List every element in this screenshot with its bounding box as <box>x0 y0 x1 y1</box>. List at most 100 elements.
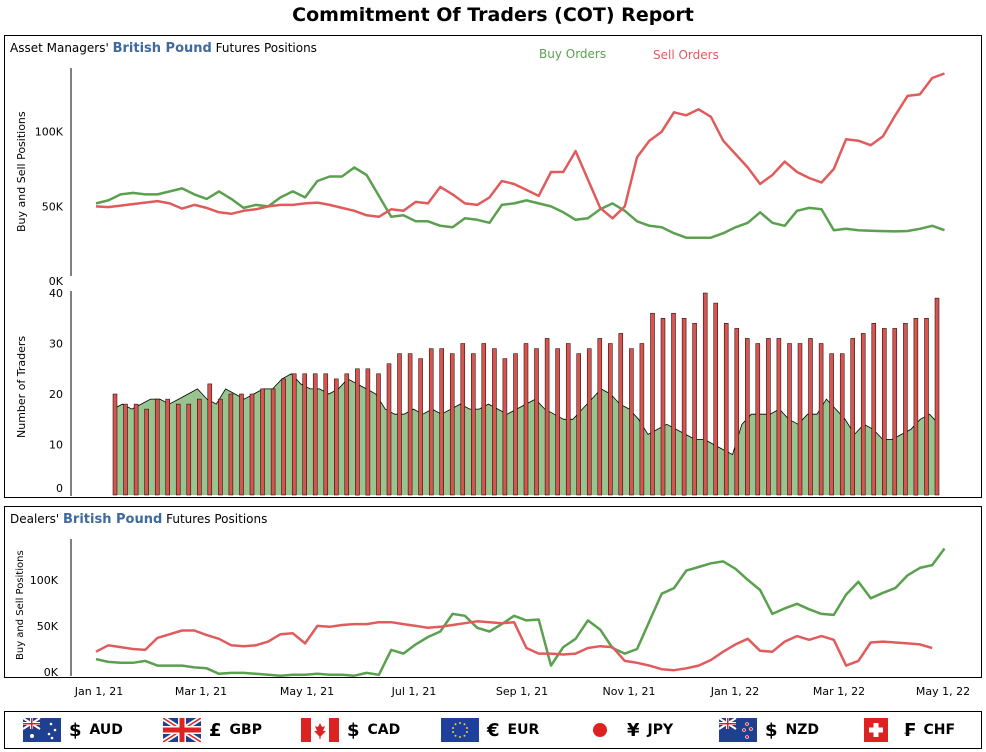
y-tick-label: 10 <box>49 439 63 452</box>
currency-cad[interactable]: $ CAD <box>301 712 400 748</box>
buy-orders-line <box>95 547 946 677</box>
page-title: Commitment Of Traders (COT) Report <box>292 4 694 26</box>
legend-sell: Sell Orders <box>653 48 719 62</box>
sell-traders-bar <box>882 328 887 496</box>
sell-traders-bar <box>144 408 149 496</box>
sell-traders-bar <box>934 297 940 496</box>
sell-traders-bar <box>112 393 118 496</box>
sell-traders-bar <box>344 373 350 496</box>
asset-managers-title: Asset Managers' British Pound Futures Po… <box>10 41 317 56</box>
australia-flag-icon <box>23 718 61 742</box>
sell-traders-bar <box>576 353 581 496</box>
x-tick-label: Jan 1, 22 <box>710 685 759 698</box>
sell-traders-bar <box>565 343 571 496</box>
sell-traders-bar <box>186 403 192 496</box>
sell-traders-bar <box>892 328 898 496</box>
sell-traders-bar <box>745 338 750 496</box>
y-tick-label: 40 <box>49 287 63 300</box>
y-tick-label: 0K <box>44 666 59 677</box>
sell-traders-bar <box>302 373 307 496</box>
sell-traders-bar <box>534 348 539 496</box>
currency-code: AUD <box>89 722 123 738</box>
sell-traders-bar <box>228 393 234 496</box>
x-tick-label: Jul 1, 21 <box>391 685 437 698</box>
sell-orders-line <box>95 620 933 672</box>
sell-traders-bar <box>913 318 919 496</box>
title-prefix: Dealers' <box>10 512 60 526</box>
currency-eur[interactable]: € EUR <box>441 712 539 748</box>
y-tick-label: 50K <box>42 200 64 213</box>
sell-traders-bar <box>797 343 803 496</box>
currency-symbol: £ <box>209 719 222 741</box>
sell-traders-bar <box>555 348 560 496</box>
x-axis: Jan 1, 21 Mar 1, 21 May 1, 21 Jul 1, 21 Sep … <box>74 685 970 698</box>
buy-orders-line <box>95 166 945 239</box>
sell-traders-bar <box>312 373 318 496</box>
sell-traders-bar <box>860 333 866 496</box>
legend-buy: Buy Orders <box>539 47 606 61</box>
currency-chf[interactable]: ₣ CHF <box>857 712 955 748</box>
sell-traders-bar <box>692 323 697 496</box>
currency-gbp[interactable]: £ GBP <box>163 712 262 748</box>
title-suffix: Futures Positions <box>166 512 268 526</box>
currency-jpy[interactable]: ¥ JPY <box>581 712 673 748</box>
currency-nzd[interactable]: $ NZD <box>719 712 819 748</box>
dealers-title: Dealers' British Pound Futures Positions <box>10 512 267 527</box>
sell-traders-bar <box>523 343 529 496</box>
sell-traders-bar <box>787 343 792 496</box>
title-suffix: Futures Positions <box>215 41 317 55</box>
y-tick-label: 50K <box>37 620 59 633</box>
eu-flag-icon <box>441 718 479 742</box>
sell-traders-bar <box>239 393 244 496</box>
y-axis-label-positions: Buy and Sell Positions <box>15 550 26 660</box>
y-tick-label: 100K <box>35 126 64 139</box>
currency-selector-bar: $ AUD £ GBP $ CAD € EUR ¥ JPY $ NZD <box>4 711 982 749</box>
sell-traders-bar <box>365 368 371 496</box>
sell-traders-bar <box>355 368 360 496</box>
sell-traders-bar <box>650 312 655 496</box>
currency-aud[interactable]: $ AUD <box>23 712 123 748</box>
dealers-panel: Dealers' British Pound Futures Positions… <box>4 506 982 678</box>
sell-traders-bar <box>586 348 592 496</box>
asset-managers-chart: Buy Orders Sell Orders Buy and Sell Posi… <box>15 47 945 496</box>
sell-traders-bar <box>766 338 771 496</box>
sell-traders-bar <box>123 403 128 496</box>
x-tick-label: Mar 1, 21 <box>175 685 227 698</box>
sell-traders-bar <box>175 403 181 496</box>
sell-traders-bar <box>291 373 297 496</box>
new-zealand-flag-icon <box>719 718 757 742</box>
sell-traders-bar <box>544 338 550 496</box>
currency-symbol: ¥ <box>627 719 640 741</box>
sell-traders-bar <box>376 373 381 496</box>
x-tick-label: Jan 1, 21 <box>74 685 123 698</box>
currency-code: EUR <box>507 722 540 738</box>
currency-code: CHF <box>923 722 956 738</box>
currency-symbol: $ <box>765 719 778 741</box>
currency-symbol: ₣ <box>903 719 916 741</box>
sell-traders-bar <box>502 358 508 496</box>
sell-traders-bar <box>513 353 518 496</box>
sell-traders-bar <box>818 343 824 496</box>
sell-traders-bar <box>323 373 329 496</box>
sell-traders-bar <box>218 398 223 496</box>
sell-traders-bar <box>808 338 813 496</box>
sell-traders-bar <box>407 353 413 496</box>
y-axis-label-positions: Buy and Sell Positions <box>15 111 28 232</box>
sell-traders-bar <box>197 398 202 496</box>
title-highlight: British Pound <box>112 41 212 56</box>
currency-code: JPY <box>647 722 674 738</box>
canada-flag-icon <box>301 718 339 742</box>
sell-traders-bar <box>207 383 213 496</box>
sell-traders-bar <box>629 348 634 496</box>
sell-traders-bar <box>618 333 624 496</box>
title-highlight: British Pound <box>63 512 163 527</box>
sell-traders-bar <box>713 302 718 496</box>
sell-traders-bar <box>829 353 834 496</box>
sell-traders-bar <box>165 398 170 496</box>
y-tick-label: 0 <box>56 482 63 495</box>
sell-traders-bar <box>850 338 855 496</box>
asset-managers-panel: Asset Managers' British Pound Futures Po… <box>4 35 982 498</box>
sell-traders-bar <box>671 312 676 496</box>
sell-traders-bar <box>397 353 402 496</box>
sell-traders-bar <box>154 398 160 496</box>
